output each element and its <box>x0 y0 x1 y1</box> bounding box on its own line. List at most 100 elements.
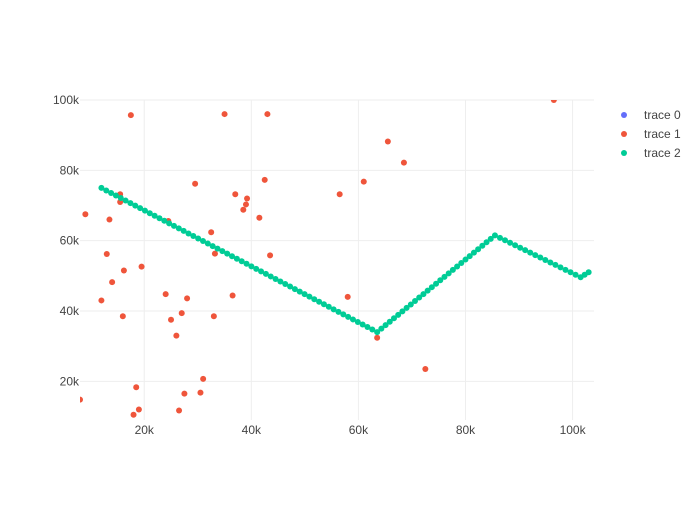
y-tick-label: 40k <box>60 304 80 318</box>
data-point <box>258 268 265 275</box>
data-point <box>242 201 249 208</box>
data-point <box>200 375 207 382</box>
data-point <box>209 243 216 250</box>
data-point <box>262 270 269 277</box>
data-point <box>256 214 263 221</box>
data-point <box>106 216 113 223</box>
data-point <box>229 292 236 299</box>
data-point <box>233 255 240 262</box>
x-tick-label: 40k <box>242 423 262 437</box>
data-point <box>424 287 431 294</box>
data-point <box>522 247 529 254</box>
data-point <box>496 234 503 241</box>
data-point <box>585 269 592 276</box>
data-point <box>390 315 397 322</box>
data-point <box>374 329 381 336</box>
data-point <box>161 217 168 224</box>
data-point <box>335 308 342 315</box>
data-point <box>277 278 284 285</box>
data-point <box>219 248 226 255</box>
data-point <box>445 270 452 277</box>
x-tick-label: 20k <box>135 423 155 437</box>
data-point <box>449 266 456 273</box>
legend-label: trace 0 <box>644 108 681 122</box>
data-point <box>208 229 215 236</box>
x-tick-label: 100k <box>560 423 587 437</box>
data-point <box>344 293 351 300</box>
data-point <box>547 259 554 266</box>
data-point <box>211 250 218 257</box>
data-point <box>458 260 465 267</box>
data-point <box>320 301 327 308</box>
data-point <box>562 266 569 273</box>
data-point <box>517 244 524 251</box>
data-point <box>243 260 250 267</box>
data-point <box>122 197 129 204</box>
data-point <box>407 301 414 308</box>
data-point <box>282 281 289 288</box>
data-point <box>550 100 557 103</box>
legend-item-trace-1[interactable]: trace 1 <box>621 127 681 141</box>
data-point <box>103 187 110 194</box>
data-point <box>364 324 371 331</box>
data-point <box>470 249 477 256</box>
data-point <box>400 159 407 166</box>
legend-item-trace-2[interactable]: trace 2 <box>621 146 681 160</box>
y-tick-label: 60k <box>60 234 80 248</box>
data-point <box>178 310 185 317</box>
data-point <box>416 294 423 301</box>
data-point <box>512 242 519 249</box>
data-point <box>301 291 308 298</box>
data-point <box>382 322 389 329</box>
legend-marker-icon <box>621 112 627 118</box>
data-point <box>132 202 139 209</box>
data-point <box>238 258 245 265</box>
data-point <box>360 178 367 185</box>
data-point <box>112 192 119 199</box>
data-point <box>127 112 134 119</box>
legend-label: trace 1 <box>644 127 681 141</box>
legend-item-trace-0[interactable]: trace 0 <box>621 108 681 122</box>
data-point <box>374 334 381 341</box>
data-point <box>253 265 260 272</box>
data-point <box>433 280 440 287</box>
data-point <box>420 291 427 298</box>
data-point <box>454 263 461 270</box>
data-point <box>108 189 115 196</box>
data-point <box>306 293 313 300</box>
legend[interactable]: trace 0 trace 1 trace 2 <box>621 108 681 160</box>
data-point <box>98 297 105 304</box>
data-point <box>369 326 376 333</box>
data-point <box>80 396 83 403</box>
data-point <box>229 253 236 260</box>
data-point <box>316 298 323 305</box>
data-point <box>210 313 217 320</box>
data-point <box>359 321 366 328</box>
data-point <box>162 291 169 298</box>
data-point <box>192 180 199 187</box>
data-point <box>133 384 140 391</box>
data-point <box>291 286 298 293</box>
data-point <box>168 316 175 323</box>
data-point <box>378 325 385 332</box>
data-point <box>173 332 180 339</box>
data-point <box>151 212 158 219</box>
data-point <box>166 220 173 227</box>
data-point <box>170 222 177 229</box>
data-point <box>264 111 271 118</box>
data-point <box>502 237 509 244</box>
data-point <box>475 246 482 253</box>
data-point <box>119 313 126 320</box>
data-point <box>138 263 145 270</box>
data-point <box>412 298 419 305</box>
data-point <box>507 239 514 246</box>
x-tick-labels: 20k 40k 60k 80k 100k <box>135 423 587 437</box>
x-tick-label: 80k <box>456 423 476 437</box>
data-point <box>224 250 231 257</box>
data-point <box>325 303 332 310</box>
data-point <box>395 311 402 318</box>
data-point <box>146 210 153 217</box>
data-point <box>240 206 247 213</box>
